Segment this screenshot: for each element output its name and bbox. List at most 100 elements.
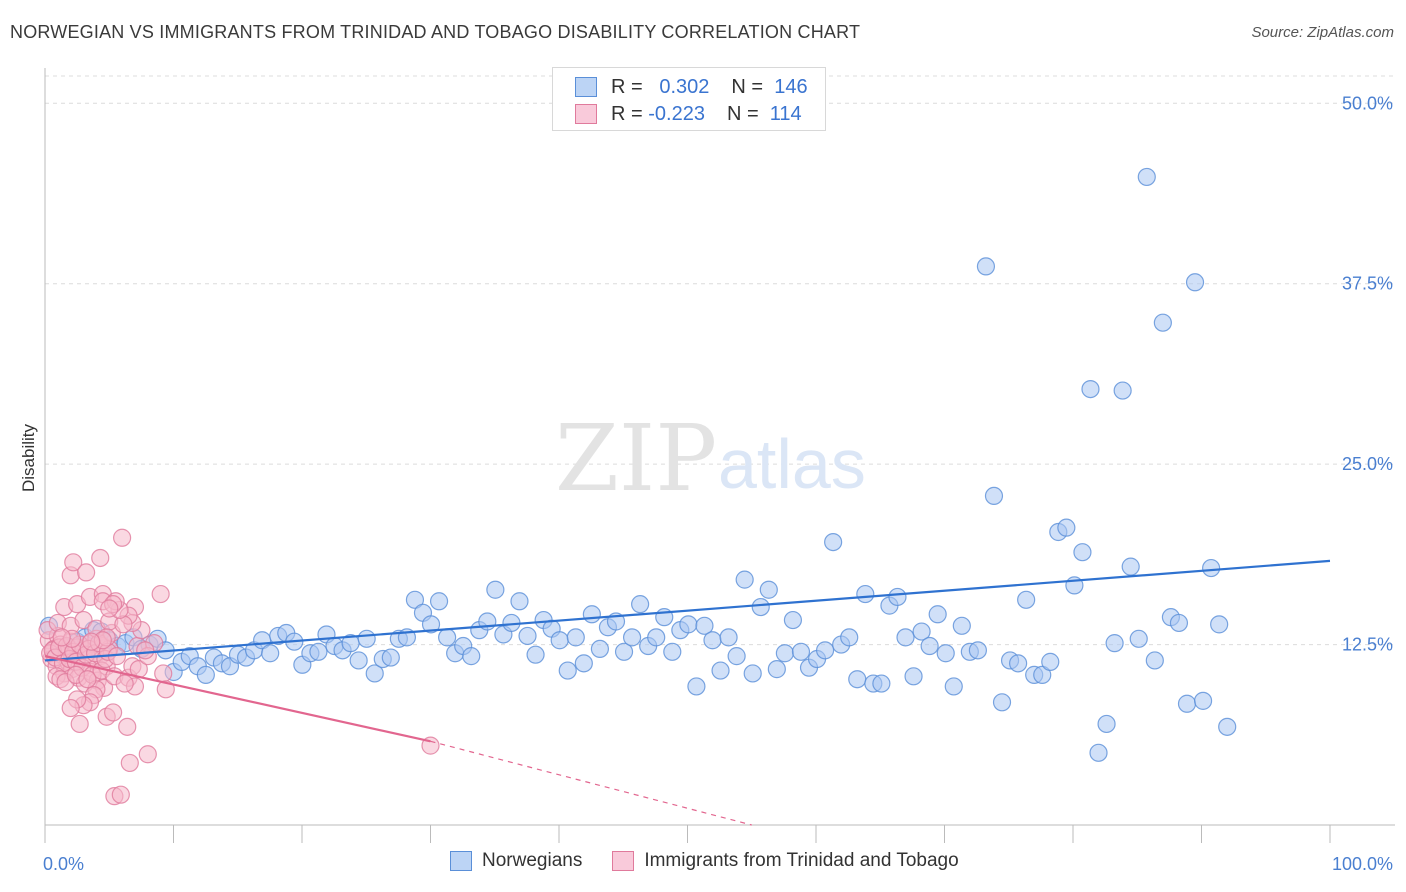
data-point — [759, 580, 778, 599]
data-point — [936, 644, 955, 663]
data-point — [1129, 629, 1148, 648]
data-point — [526, 645, 545, 664]
data-point — [486, 580, 505, 599]
data-point — [136, 641, 155, 660]
data-point — [743, 664, 762, 683]
data-point — [100, 599, 119, 618]
data-point — [896, 628, 915, 647]
data-point — [1097, 714, 1116, 734]
data-point — [791, 642, 811, 661]
data-point — [687, 677, 706, 696]
data-point — [52, 628, 71, 647]
data-point — [582, 605, 601, 624]
source-label: Source: ZipAtlas.com — [1251, 24, 1394, 41]
data-point — [912, 622, 931, 641]
data-point — [856, 584, 875, 604]
data-point — [1137, 167, 1156, 187]
data-point — [550, 631, 569, 650]
legend-row-trinidad: R = -0.223 N = 114 — [575, 101, 802, 127]
legend-r-label: R = — [611, 75, 643, 98]
data-point — [984, 486, 1004, 506]
data-point — [381, 648, 400, 667]
data-point — [1057, 518, 1076, 537]
data-point — [120, 753, 139, 773]
legend-row-norwegians: R = 0.302 N = 146 — [575, 74, 808, 100]
data-point — [78, 670, 97, 689]
stats-legend: R = 0.302 N = 146 R = -0.223 N = 114 — [552, 67, 826, 131]
legend-label: Norwegians — [482, 850, 583, 871]
data-point — [751, 597, 770, 617]
data-point — [61, 698, 80, 718]
trend-line-norwegians — [44, 559, 1331, 662]
grid-lines — [45, 75, 1395, 646]
data-point — [1041, 652, 1060, 671]
data-point — [1210, 615, 1229, 634]
data-point — [138, 745, 157, 764]
y-axis-label: Disability — [19, 423, 38, 492]
data-point — [1105, 634, 1124, 653]
data-point — [1113, 381, 1132, 400]
series-legend: Norwegians Immigrants from Trinidad and … — [450, 850, 989, 872]
data-point — [824, 532, 843, 552]
data-point — [1073, 543, 1092, 562]
data-point — [727, 647, 746, 666]
data-point — [1121, 557, 1140, 576]
legend-n-value: 114 — [769, 102, 802, 125]
data-point — [1081, 379, 1100, 399]
data-point — [1193, 691, 1213, 710]
legend-item-trinidad: Immigrants from Trinidad and Tobago — [612, 850, 959, 872]
legend-swatch-pink — [575, 104, 597, 124]
data-point — [77, 563, 96, 582]
data-point — [928, 605, 947, 624]
x-tick-label: 100.0% — [1332, 854, 1393, 874]
data-point — [309, 642, 328, 661]
data-point — [429, 592, 449, 611]
series-trinidad — [38, 528, 440, 806]
data-point — [1185, 273, 1205, 292]
data-point — [357, 629, 376, 648]
watermark: ZIP atlas — [555, 405, 866, 512]
legend-r-label: R = — [611, 102, 643, 125]
data-point — [848, 670, 867, 689]
data-point — [421, 615, 441, 634]
data-point — [775, 644, 794, 663]
data-point — [91, 548, 110, 568]
legend-n-label: N = — [726, 102, 759, 125]
data-point — [1218, 717, 1237, 736]
data-point — [349, 651, 368, 670]
legend-item-norwegians: Norwegians — [450, 850, 582, 872]
data-point — [614, 642, 634, 661]
data-point — [767, 660, 786, 679]
data-point — [115, 674, 134, 693]
data-point — [104, 703, 123, 722]
data-point — [840, 628, 859, 647]
data-point — [151, 584, 170, 604]
data-point — [1033, 665, 1052, 684]
data-point — [558, 661, 577, 680]
data-point — [438, 628, 457, 647]
legend-swatch-blue — [450, 851, 472, 871]
chart-title: NORWEGIAN VS IMMIGRANTS FROM TRINIDAD AN… — [10, 22, 861, 42]
legend-label: Immigrants from Trinidad and Tobago — [644, 850, 959, 871]
data-point — [976, 257, 996, 276]
data-point — [118, 717, 137, 736]
data-point — [1202, 558, 1221, 578]
data-point — [1089, 743, 1108, 762]
data-point — [1169, 613, 1189, 633]
data-point — [261, 644, 280, 663]
data-point — [695, 616, 714, 635]
data-point — [622, 628, 642, 647]
data-point — [365, 664, 384, 683]
axes — [44, 68, 1395, 843]
data-point — [1153, 313, 1172, 332]
legend-n-value: 146 — [774, 75, 808, 98]
data-point — [703, 631, 722, 650]
data-point — [1145, 651, 1164, 670]
data-point — [64, 553, 83, 572]
data-point — [719, 628, 738, 647]
data-point — [968, 641, 987, 660]
data-point — [711, 661, 730, 680]
data-point — [944, 677, 963, 696]
data-point — [74, 610, 93, 630]
data-point — [631, 595, 650, 614]
